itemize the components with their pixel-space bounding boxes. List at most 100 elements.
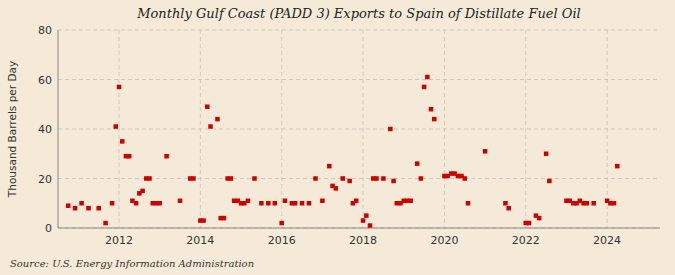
chart: 0 20 40 60 80 2012 2014 2016 2018 2020 2022 2024 Mon… — [0, 0, 675, 275]
point — [615, 164, 620, 169]
x-tick-label: 2022 — [512, 234, 540, 247]
point — [66, 203, 71, 208]
point — [506, 206, 511, 211]
x-grid-line — [363, 30, 364, 228]
point — [229, 176, 234, 181]
y-tick-label: 20 — [38, 173, 52, 186]
point — [374, 176, 379, 181]
point — [114, 124, 119, 128]
x-grid-line — [607, 30, 608, 228]
point — [334, 186, 339, 191]
point — [293, 201, 298, 206]
point — [422, 85, 427, 90]
x-grid-line — [281, 30, 282, 228]
point — [110, 201, 115, 206]
point — [585, 201, 590, 206]
point — [368, 223, 373, 228]
point — [120, 139, 125, 144]
point — [408, 199, 413, 204]
point — [381, 176, 386, 181]
point — [86, 206, 91, 211]
point — [246, 199, 251, 204]
point — [364, 213, 369, 218]
point — [391, 179, 396, 184]
point — [259, 201, 264, 206]
point — [273, 201, 278, 206]
point — [354, 199, 359, 204]
point — [544, 152, 549, 157]
y-axis-line — [58, 30, 59, 228]
x-axis-line — [58, 228, 660, 229]
point — [327, 164, 332, 169]
point — [527, 221, 532, 226]
point — [96, 206, 101, 211]
page: {"chart_data": {"type": "scatter", "titl… — [0, 0, 675, 275]
x-tick-label: 2020 — [430, 234, 458, 247]
point — [537, 216, 542, 221]
point — [307, 201, 312, 206]
point — [483, 149, 488, 154]
point — [140, 189, 145, 194]
point — [361, 218, 366, 223]
y-grid-line — [58, 79, 660, 80]
point — [178, 199, 183, 204]
y-tick-label: 60 — [38, 74, 52, 87]
point — [79, 201, 84, 206]
point — [205, 104, 210, 109]
point — [157, 201, 162, 206]
source-annotation: Source: U.S. Energy Information Administ… — [10, 258, 254, 269]
points — [66, 75, 620, 228]
x-tick-label: 2014 — [186, 234, 214, 247]
point — [463, 176, 468, 181]
x-tick-label: 2012 — [105, 234, 133, 247]
title: Monthly Gulf Coast (PADD 3) Exports to S… — [136, 6, 581, 21]
point — [300, 201, 305, 206]
y-tick-label: 0 — [45, 222, 52, 235]
x-grid-line — [444, 30, 445, 228]
point — [591, 201, 596, 206]
point — [503, 201, 508, 206]
point — [283, 199, 288, 204]
point — [347, 179, 352, 184]
y-grid-line — [58, 228, 660, 229]
point — [103, 221, 108, 226]
point — [279, 221, 284, 226]
x-tick-label: 2016 — [268, 234, 296, 247]
y-grid-line — [58, 30, 660, 31]
point — [320, 199, 325, 204]
x-grid-line — [119, 30, 120, 228]
y-grid-line — [58, 129, 660, 130]
point — [147, 176, 152, 181]
point — [547, 179, 552, 184]
point — [466, 201, 471, 206]
point — [252, 176, 256, 181]
point — [134, 201, 139, 206]
point — [388, 127, 393, 132]
x-grid-line — [200, 30, 201, 228]
point — [164, 154, 169, 159]
point — [266, 201, 271, 206]
y-tick-label: 40 — [38, 123, 52, 136]
x-tick-label: 2024 — [593, 234, 621, 247]
y-tick-label: 80 — [38, 24, 52, 37]
background — [0, 0, 675, 275]
point — [73, 206, 78, 211]
point — [429, 107, 434, 112]
point — [432, 117, 437, 122]
point — [191, 176, 196, 181]
point — [313, 176, 318, 181]
point — [215, 117, 220, 122]
point — [419, 176, 424, 181]
point — [117, 85, 122, 90]
grid — [58, 30, 660, 228]
point — [415, 161, 420, 166]
point — [208, 124, 213, 128]
point — [612, 201, 617, 206]
point — [127, 154, 132, 159]
x-grid-line — [525, 30, 526, 228]
x-tick-label: 2018 — [349, 234, 377, 247]
point — [425, 75, 430, 80]
y-axis-label: Thousand Barrels per Day — [6, 61, 18, 198]
point — [340, 176, 345, 181]
point — [201, 218, 206, 223]
